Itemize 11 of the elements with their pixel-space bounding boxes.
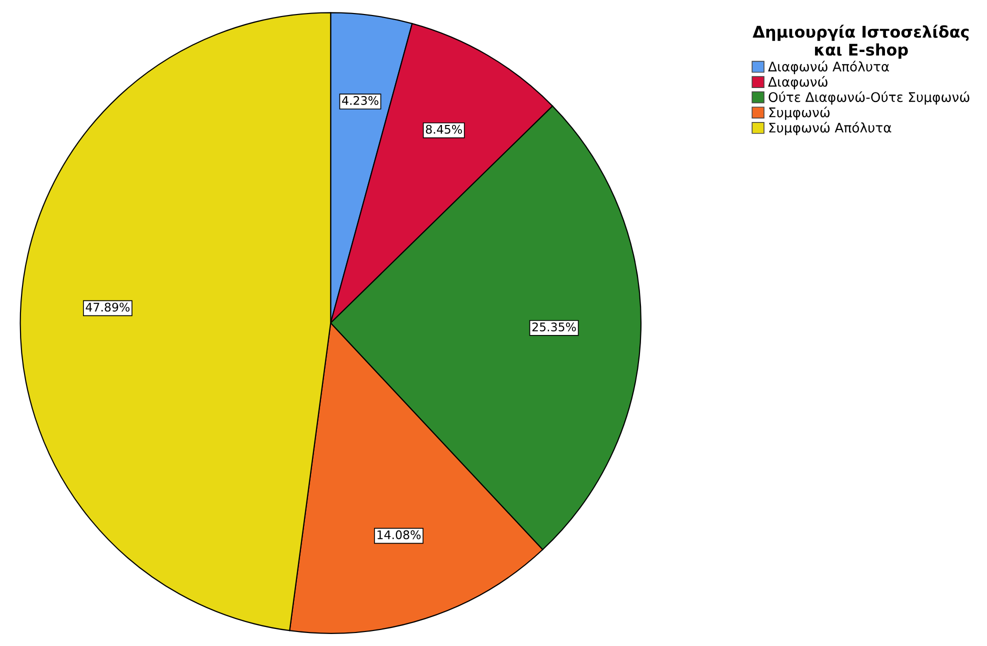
legend-label: Διαφωνώ <box>768 76 828 90</box>
legend-label: Ούτε Διαφωνώ-Ούτε Συμφωνώ <box>768 91 970 105</box>
data-label: 8.45% <box>426 124 462 134</box>
data-label: 14.08% <box>378 530 421 540</box>
data-label: 47.89% <box>86 302 130 312</box>
legend-title: Δημιουργία Ιστοσελίδας και E-shop <box>752 24 969 59</box>
legend-label: Διαφωνώ Απόλυτα <box>768 60 890 74</box>
legend-label: Συμφωνώ <box>769 106 830 120</box>
legend-label: Συμφωνώ Απόλυτα <box>769 122 892 136</box>
data-label: 4.23% <box>342 96 378 105</box>
data-label: 25.35% <box>532 322 576 332</box>
